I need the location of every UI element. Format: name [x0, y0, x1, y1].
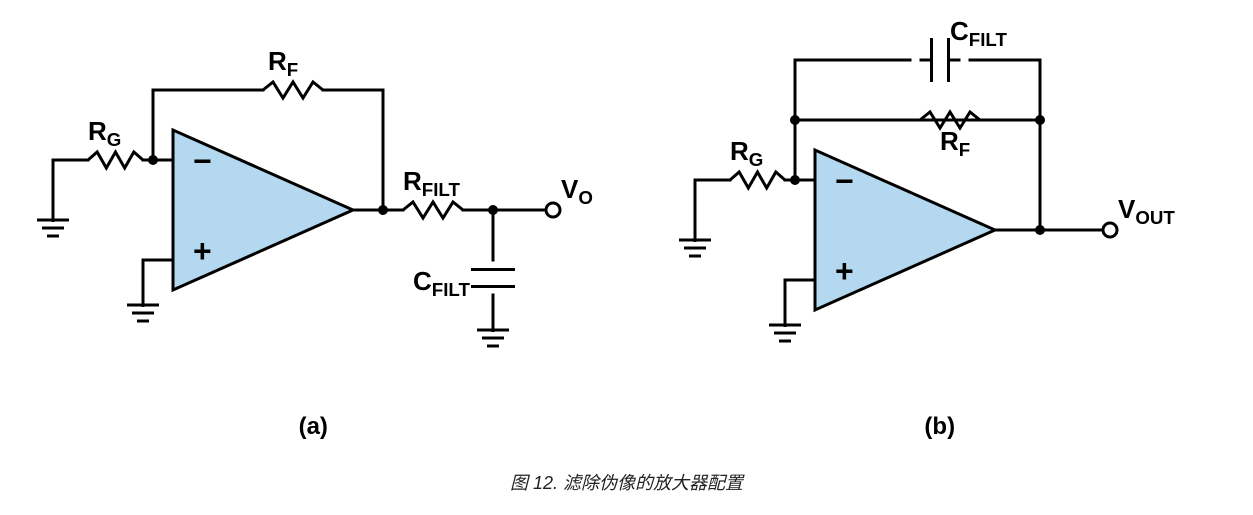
junction-node: [148, 155, 158, 165]
circuit-a-cell: − + RG RF RFILT CFILT VOUT (a): [20, 20, 607, 441]
label-RFILT: RFILT: [403, 166, 460, 200]
circuit-b-cell: − + RG CFILT RF VOUT (b): [647, 20, 1234, 441]
resistor: [730, 172, 785, 188]
label-RF: RF: [940, 126, 970, 160]
label-RG: RG: [88, 116, 121, 150]
output-terminal: [546, 203, 560, 217]
circuit-b-svg: − + RG CFILT RF VOUT: [660, 20, 1220, 390]
junction-node: [488, 205, 498, 215]
label-CFILT: CFILT: [413, 266, 470, 300]
resistor: [263, 82, 323, 98]
junction-node: [790, 115, 800, 125]
circuits-row: − + RG RF RFILT CFILT VOUT (a) − + RG CFILT RF VOUT…: [20, 20, 1233, 441]
junction-node: [790, 175, 800, 185]
label-VOUT: VOUT: [1118, 194, 1175, 228]
sublabel-a: (a): [20, 413, 607, 441]
resistor: [403, 202, 463, 218]
opamp-plus: +: [193, 233, 212, 269]
junction-node: [378, 205, 388, 215]
resistor: [88, 152, 143, 168]
sublabel-b: (b): [647, 413, 1234, 441]
opamp-minus: −: [193, 143, 212, 179]
figure-caption: 图 12. 滤除伪像的放大器配置: [20, 469, 1233, 495]
opamp-minus: −: [835, 163, 854, 199]
figure-container: − + RG RF RFILT CFILT VOUT (a) − + RG CFILT RF VOUT…: [20, 20, 1233, 495]
label-VOUT: VOUT: [561, 174, 593, 208]
output-terminal: [1103, 223, 1117, 237]
circuit-a-svg: − + RG RF RFILT CFILT VOUT: [33, 20, 593, 390]
opamp-plus: +: [835, 253, 854, 289]
junction-node: [1035, 225, 1045, 235]
label-CFILT: CFILT: [950, 20, 1007, 50]
label-RF: RF: [268, 46, 298, 80]
label-RG: RG: [730, 136, 763, 170]
junction-node: [1035, 115, 1045, 125]
